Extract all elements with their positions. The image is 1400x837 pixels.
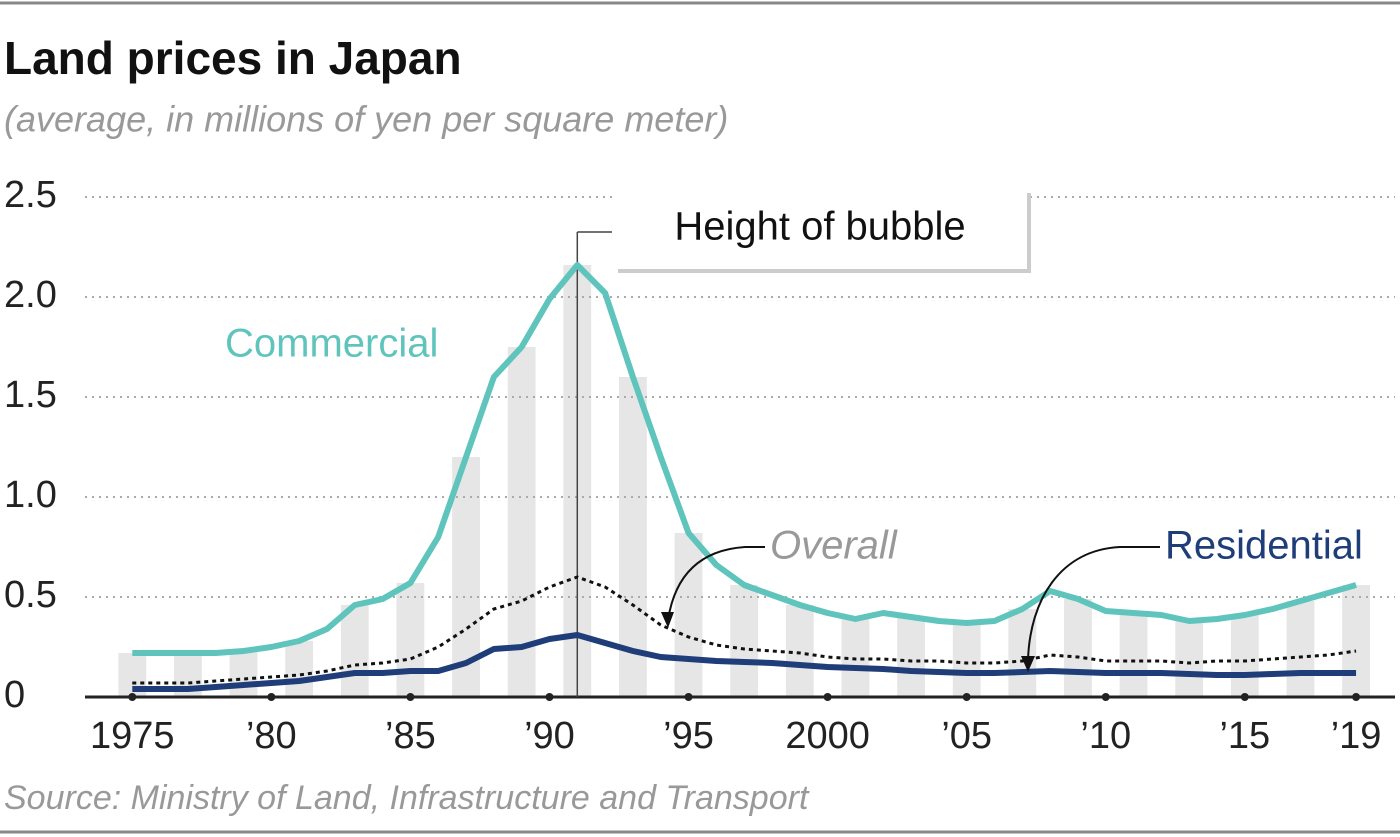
plot: 0 0.5 1.0 1.5 2.0 2.5 1975 ’80 ’85 ’90 ’95 2000 ’05 ’… bbox=[4, 174, 1395, 757]
y-tick-label: 0 bbox=[4, 674, 25, 716]
series-line bbox=[132, 262, 1357, 656]
x-tick-label: ’19 bbox=[1331, 715, 1382, 757]
x-tick bbox=[1101, 693, 1110, 701]
series-line bbox=[132, 632, 1357, 692]
source: Source: Ministry of Land, Infrastructure… bbox=[4, 779, 810, 817]
label-arrow bbox=[667, 546, 765, 621]
x-tick-label: ’05 bbox=[941, 715, 992, 757]
x-tick bbox=[962, 693, 971, 701]
x-tick bbox=[545, 693, 554, 701]
stripe bbox=[340, 605, 369, 697]
y-tick-label: 2.5 bbox=[4, 174, 57, 216]
y-tick-label: 1.5 bbox=[4, 374, 57, 416]
chart-title: Land prices in Japan bbox=[4, 32, 462, 84]
series-label: Overall bbox=[770, 524, 898, 568]
x-tick bbox=[823, 693, 832, 701]
x-tick bbox=[1240, 693, 1249, 701]
stripe bbox=[1286, 601, 1315, 697]
x-tick-label: ’90 bbox=[524, 715, 575, 757]
stripe bbox=[229, 651, 258, 697]
stripe bbox=[285, 641, 314, 697]
series-line bbox=[132, 575, 1357, 685]
x-tick-label: 2000 bbox=[785, 715, 870, 757]
chart-subtitle: (average, in millions of yen per square … bbox=[4, 99, 728, 140]
stripe bbox=[730, 585, 759, 697]
stripe bbox=[952, 623, 981, 697]
arrow-head bbox=[661, 612, 674, 628]
stripe bbox=[1230, 615, 1259, 697]
series-label: Residential bbox=[1165, 524, 1363, 568]
x-tick bbox=[684, 693, 693, 701]
y-tick-label: 1.0 bbox=[4, 474, 57, 516]
stripe bbox=[507, 347, 536, 697]
stripe bbox=[396, 583, 425, 697]
x-tick bbox=[1352, 693, 1361, 701]
stripe bbox=[1064, 599, 1092, 697]
stripe bbox=[619, 377, 647, 697]
annotation-text: Height of bubble bbox=[674, 205, 965, 249]
x-tick-label: ’15 bbox=[1219, 715, 1270, 757]
x-tick bbox=[267, 693, 276, 701]
stripe bbox=[1175, 621, 1204, 697]
x-tick-label: ’85 bbox=[385, 715, 436, 757]
x-tick bbox=[128, 693, 137, 701]
x-tick-label: ’80 bbox=[246, 715, 297, 757]
arrow-head bbox=[1021, 656, 1035, 672]
y-tick-label: 2.0 bbox=[4, 274, 57, 316]
series-label: Commercial bbox=[225, 322, 438, 366]
stripe bbox=[1342, 585, 1370, 697]
label-arrow bbox=[1027, 546, 1160, 661]
stripe bbox=[1008, 609, 1037, 697]
stripe bbox=[674, 533, 703, 697]
x-tick bbox=[406, 693, 415, 701]
x-tick-label: 1975 bbox=[90, 715, 175, 757]
y-tick-label: 0.5 bbox=[4, 574, 57, 616]
annotation-box bbox=[614, 189, 1027, 269]
stripe bbox=[1119, 613, 1148, 697]
x-tick-label: ’95 bbox=[663, 715, 714, 757]
x-tick-label: ’10 bbox=[1080, 715, 1131, 757]
stripe bbox=[897, 617, 925, 697]
